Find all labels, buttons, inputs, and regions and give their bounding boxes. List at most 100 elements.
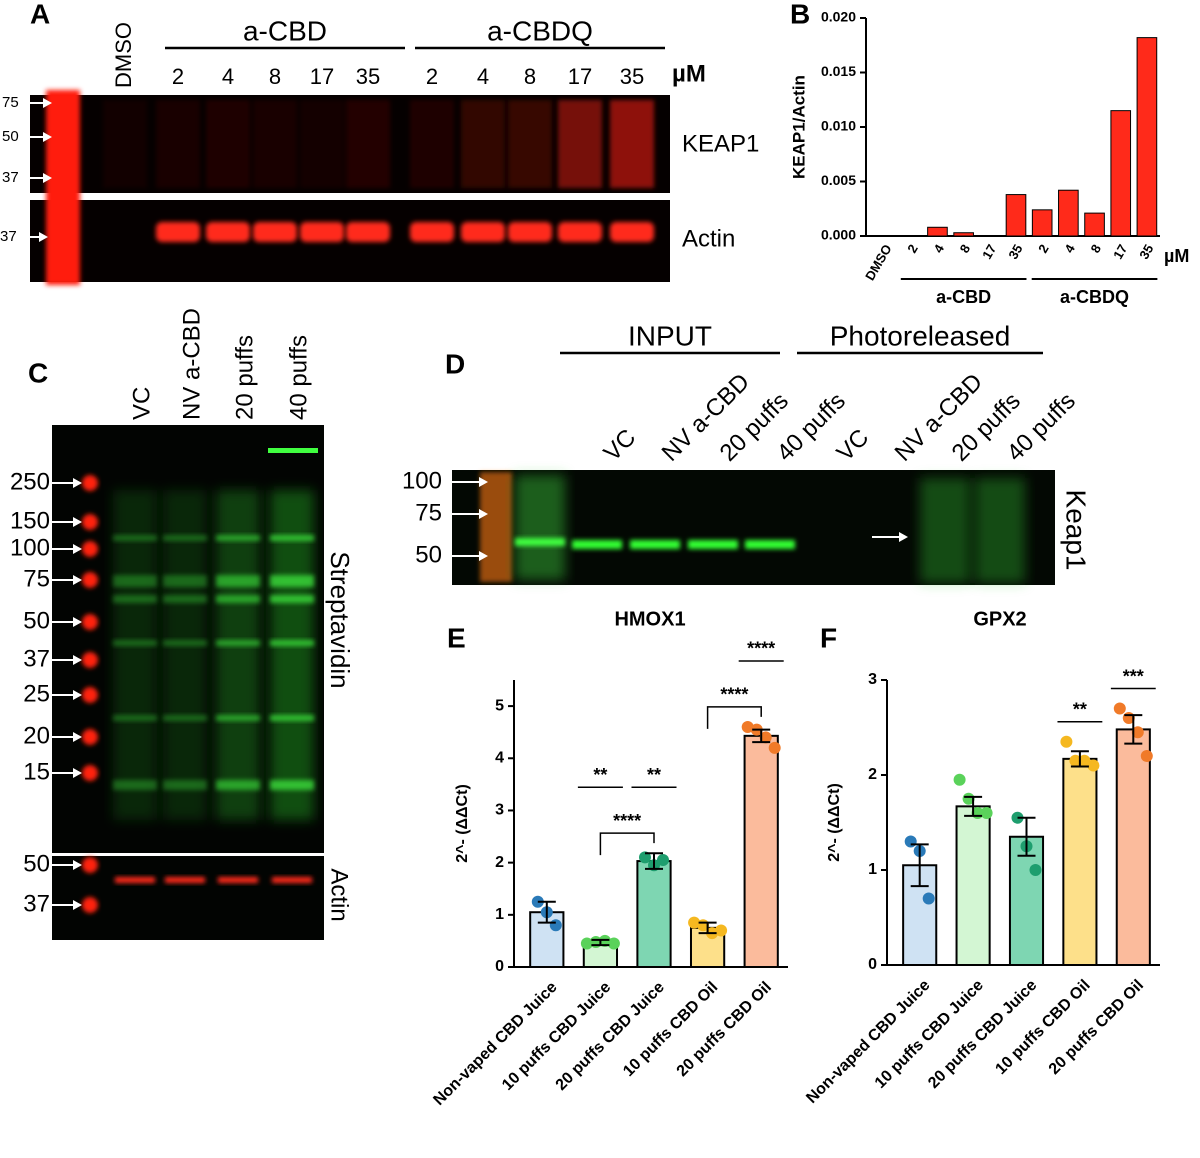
blot-band: [253, 100, 297, 188]
bar: [953, 232, 974, 237]
blot-band: [165, 877, 205, 883]
ladder-dot: [82, 475, 98, 491]
bar: [1031, 209, 1053, 237]
x-tick-label: 2: [904, 242, 921, 256]
panel-letter: D: [445, 348, 465, 379]
blot-band: [113, 780, 157, 790]
y-tick-label: 0.015: [821, 63, 856, 79]
panel-letter: F: [820, 622, 837, 653]
ladder-dot: [82, 765, 98, 781]
ladder-dot: [82, 897, 98, 913]
ladder-dot: [82, 687, 98, 703]
blot-band: [253, 222, 297, 242]
blot: [52, 856, 324, 940]
blot-smear: [113, 490, 157, 820]
blot-band: [216, 640, 260, 646]
blot-band: [216, 595, 260, 603]
marker-label: 25: [23, 680, 50, 707]
blot-band: [558, 222, 602, 242]
data-point: [962, 792, 975, 805]
marker-arrowhead: [73, 655, 82, 665]
marker-arrowhead: [73, 575, 82, 585]
y-tick-label: 0: [868, 956, 877, 973]
blot-band: [272, 877, 312, 883]
blot-band: [346, 222, 390, 242]
lane-label: DMSO: [111, 22, 136, 88]
data-point: [1113, 702, 1126, 715]
blot-band: [115, 877, 155, 883]
marker-arrowhead: [39, 232, 48, 242]
lane-label: 20 puffs: [231, 335, 258, 420]
x-tick-label: 2: [1035, 242, 1052, 256]
blot-band: [270, 595, 314, 603]
significance-label: ***: [1123, 666, 1144, 686]
significance-label: **: [1073, 700, 1087, 720]
ladder-dot: [82, 514, 98, 530]
data-point: [904, 835, 917, 848]
y-tick-label: 0: [495, 958, 504, 975]
marker-label: 150: [10, 507, 50, 534]
significance-label: **: [593, 765, 607, 785]
blot-band: [103, 100, 147, 188]
lane-label: 8: [524, 64, 536, 89]
data-point: [607, 937, 620, 950]
panel-letter: B: [790, 0, 810, 29]
marker-arrowhead: [43, 132, 52, 142]
blot-band: [113, 715, 157, 721]
y-axis-label: KEAP1/Actin: [789, 75, 808, 179]
marker-label: 250: [10, 468, 50, 495]
ladder-dot: [82, 652, 98, 668]
blot-band: [270, 640, 314, 646]
y-tick-label: 0.000: [821, 227, 856, 243]
ladder: [480, 472, 512, 582]
bar: [927, 226, 948, 237]
bar: [743, 734, 779, 968]
marker-arrowhead: [43, 173, 52, 183]
blot-band: [508, 100, 552, 188]
marker-label: 75: [415, 499, 442, 526]
error-bar: [752, 728, 771, 744]
x-tick-label: 20 puffs CBD Oil: [674, 979, 775, 1080]
y-tick-label: 0.020: [821, 9, 856, 25]
marker-arrowhead: [73, 544, 82, 554]
data-point: [953, 773, 966, 786]
significance-label: **: [647, 765, 661, 785]
blot-band: [268, 448, 318, 453]
blot-band: [156, 222, 200, 242]
x-tick-label: 20 puffs CBD Oil: [1046, 977, 1147, 1078]
group-label: a-CBDQ: [487, 15, 593, 46]
blot-band: [461, 100, 505, 188]
blot-label: Streptavidin: [325, 551, 355, 688]
error-bar: [964, 795, 983, 817]
lane-label: VC: [599, 424, 642, 467]
blot-band: [218, 877, 258, 883]
y-tick-label: 3: [868, 671, 877, 688]
blot-band: [163, 715, 207, 721]
x-tick-label: 17: [979, 242, 999, 262]
marker-label: 37: [23, 890, 50, 917]
marker-arrowhead: [73, 900, 82, 910]
y-axis-label: 2^- (ΔΔCt): [826, 783, 843, 862]
marker-label: 50: [23, 607, 50, 634]
blot-band: [216, 715, 260, 721]
significance-label: ****: [720, 685, 748, 705]
lane-label: 35: [620, 64, 644, 89]
y-tick-label: 2: [868, 766, 877, 783]
marker-label: 15: [23, 758, 50, 785]
data-point: [759, 731, 772, 744]
ladder-dot: [82, 857, 98, 873]
x-tick-label: 17: [1110, 242, 1130, 262]
data-point: [768, 741, 781, 754]
blot-band: [163, 535, 207, 541]
group-label: a-CBDQ: [1060, 287, 1129, 307]
data-point: [1131, 726, 1144, 739]
x-tick-label: 8: [1088, 242, 1105, 256]
blot-band: [515, 475, 565, 580]
blot-band: [163, 575, 207, 587]
lane-label: 8: [269, 64, 281, 89]
marker-label: 75: [23, 565, 50, 592]
error-bar: [537, 900, 556, 924]
unit-label: µM: [672, 60, 706, 87]
y-tick-label: 0.010: [821, 118, 856, 134]
ladder-dot: [82, 729, 98, 745]
